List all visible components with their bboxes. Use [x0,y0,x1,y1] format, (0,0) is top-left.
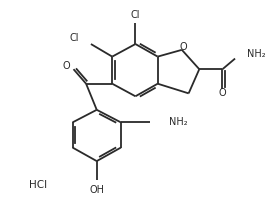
Text: O: O [62,61,70,71]
Text: Cl: Cl [70,33,79,43]
Text: O: O [179,42,187,52]
Text: HCl: HCl [29,180,47,190]
Text: NH₂: NH₂ [247,49,265,59]
Text: Cl: Cl [131,10,140,20]
Text: NH₂: NH₂ [169,117,188,127]
Text: OH: OH [89,185,104,195]
Text: O: O [219,88,226,98]
